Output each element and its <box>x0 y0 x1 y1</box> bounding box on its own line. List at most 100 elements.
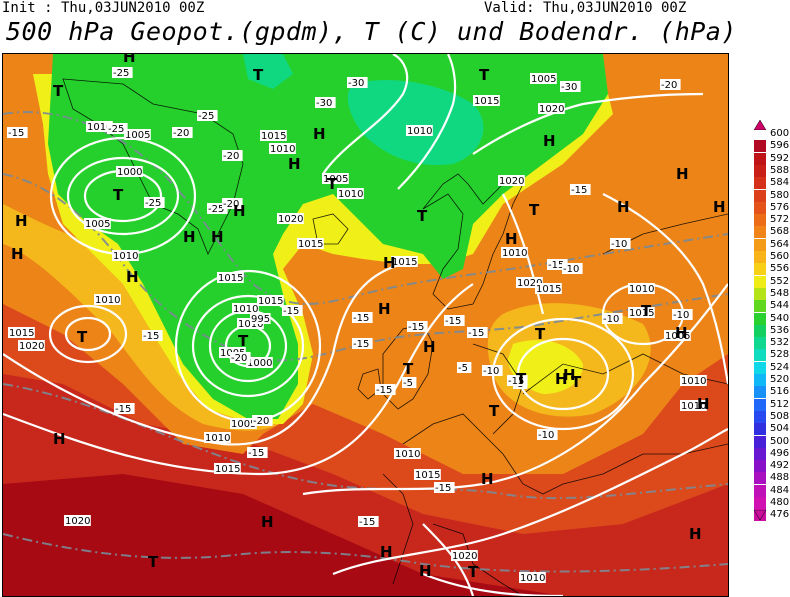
temperature-label: -15 <box>468 328 484 339</box>
temperature-label: -10 <box>483 366 499 377</box>
pressure-label: 1010 <box>233 304 258 315</box>
legend-value: 544 <box>770 300 790 312</box>
temperature-label-bg <box>172 127 193 138</box>
pressure-label: 1010 <box>338 189 363 200</box>
legend-item: 508 <box>752 410 790 423</box>
legend-item: 484 <box>752 484 790 497</box>
pressure-label: 1015 <box>629 308 654 319</box>
temperature-label-bg <box>358 516 379 527</box>
high-pressure-marker: H <box>383 254 396 272</box>
temperature-label-bg <box>562 263 583 274</box>
temperature-label-bg <box>197 110 218 121</box>
legend-item: 480 <box>752 497 790 509</box>
pressure-label-bg <box>112 250 139 261</box>
legend-value: 576 <box>770 201 790 213</box>
legend-value: 512 <box>770 398 790 410</box>
pressure-label: 1015 <box>215 464 240 475</box>
legend-item: 540 <box>752 312 790 325</box>
pressure-label: 1010 <box>205 433 230 444</box>
legend-swatch <box>754 140 766 153</box>
pressure-label: 1015 <box>536 284 561 295</box>
pressure-label-bg <box>414 469 441 480</box>
pressure-label-bg <box>84 218 111 229</box>
high-pressure-marker: H <box>617 198 630 216</box>
high-pressure-marker: H <box>261 513 274 531</box>
legend-item: 504 <box>752 423 790 436</box>
legend-swatch <box>754 226 766 239</box>
legend-swatch <box>754 484 766 497</box>
coastlines <box>62 78 728 596</box>
high-pressure-marker: H <box>676 165 689 183</box>
pressure-label-bg <box>277 213 304 224</box>
pressure-label-bg <box>473 95 500 106</box>
legend-swatch <box>754 214 766 227</box>
temperature-label-bg <box>402 377 417 388</box>
low-pressure-marker: T <box>535 325 546 343</box>
temperature-label: -25 <box>198 111 214 122</box>
temperature-label-bg <box>560 81 581 92</box>
high-pressure-marker: H <box>183 228 196 246</box>
legend-swatch <box>754 238 766 251</box>
temperature-label-bg <box>375 384 396 395</box>
temperature-label: -15 <box>359 517 375 528</box>
temperature-label: -25 <box>108 124 124 135</box>
temperature-label-bg <box>252 415 273 426</box>
legend-swatch <box>754 251 766 263</box>
pressure-label-bg <box>530 73 557 84</box>
legend-item: 524 <box>752 361 790 374</box>
low-pressure-marker: T <box>77 328 88 346</box>
temperature-label: -15 <box>548 260 564 271</box>
high-pressure-marker: H <box>555 370 568 388</box>
pressure-label: 1015 <box>261 131 286 142</box>
pressure-label: 1010 <box>681 401 706 412</box>
fill-cyan-green <box>243 54 484 165</box>
low-pressure-marker: T <box>641 302 652 320</box>
legend-item: 556 <box>752 263 790 276</box>
temperature-label: -15 <box>353 313 369 324</box>
legend-swatch <box>754 201 766 214</box>
pressure-label: 1020 <box>278 214 303 225</box>
high-pressure-marker: H <box>423 338 436 356</box>
legend-swatch <box>754 497 766 509</box>
high-pressure-marker: H <box>313 125 326 143</box>
high-pressure-marker: H <box>380 543 393 561</box>
legend-value: 480 <box>770 497 790 508</box>
pressure-label-bg <box>628 307 655 318</box>
weather-map: 1010 1005 1000 1005 1010 1010 1015 1020 1015 1010… <box>2 53 729 597</box>
high-pressure-marker: H <box>505 230 518 248</box>
temperature-label-bg <box>207 203 228 214</box>
pressure-label: 1010 <box>238 319 263 330</box>
legend-value: 492 <box>770 460 790 472</box>
pressure-label: 1020 <box>499 176 524 187</box>
temperature-label-bg <box>570 184 591 195</box>
legend-swatch <box>754 312 766 325</box>
pressure-label-bg <box>337 188 364 199</box>
legend-value: 536 <box>770 324 790 336</box>
temperature-label: -20 <box>231 353 247 364</box>
temperature-label: -10 <box>538 430 554 441</box>
pressure-label: 1015 <box>392 257 417 268</box>
legend-swatch <box>754 287 766 300</box>
temperature-label: -15 <box>508 376 524 387</box>
temperature-label-bg <box>602 313 623 324</box>
legend-item: 560 <box>752 251 790 263</box>
legend-item: 488 <box>752 472 790 485</box>
legend-value: 520 <box>770 374 790 385</box>
legend-value: 600 <box>770 128 790 139</box>
temperature-label-bg <box>467 327 488 338</box>
temperature-label-bg <box>507 375 528 386</box>
pressure-label: 1020 <box>19 341 44 352</box>
temperature-label: -30 <box>561 82 577 93</box>
legend-swatch <box>754 263 766 276</box>
header-bar: Init : Thu,03JUN2010 00Z Valid: Thu,03JU… <box>0 0 790 20</box>
temperature-label-bg <box>537 429 558 440</box>
legend-swatch <box>754 410 766 423</box>
pressure-label: 1010 <box>520 573 545 584</box>
legend-item: 552 <box>752 275 790 288</box>
pressure-label: 1005 <box>85 219 110 230</box>
legend-item: 548 <box>752 287 790 300</box>
pressure-label-bg <box>246 357 273 368</box>
legend-item: 588 <box>752 164 790 177</box>
legend-swatch <box>754 386 766 399</box>
legend-item: 512 <box>752 398 790 411</box>
